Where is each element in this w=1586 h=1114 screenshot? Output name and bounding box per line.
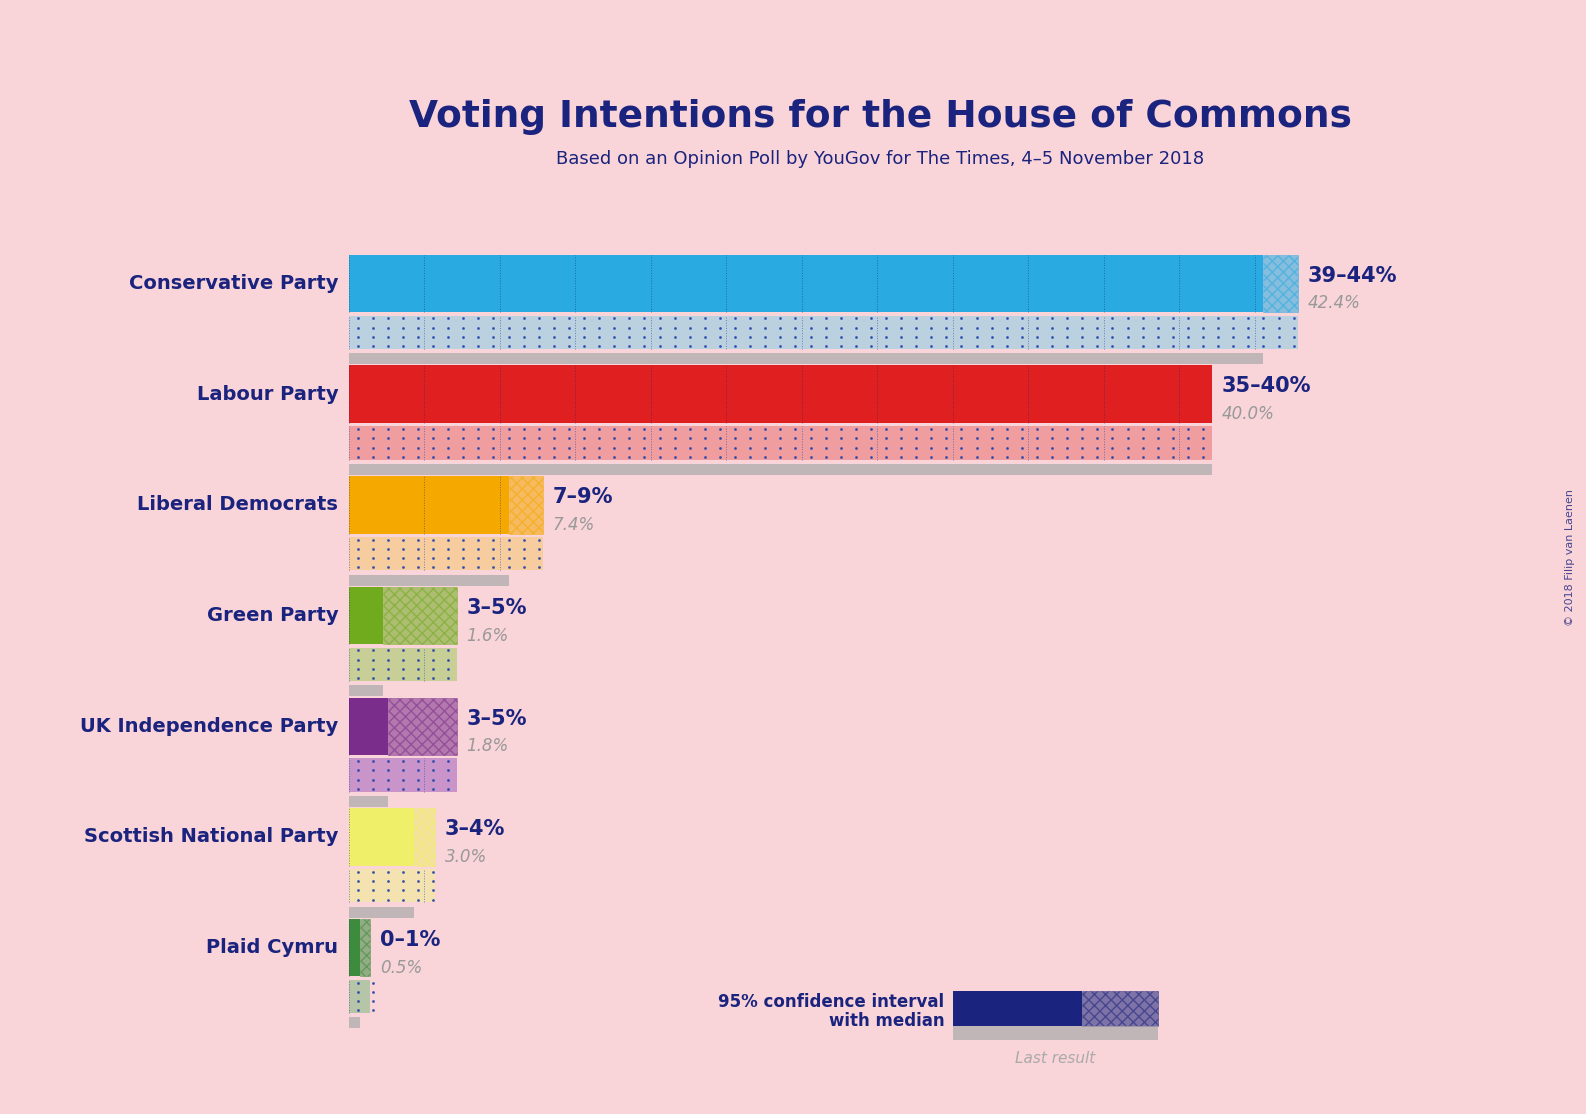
Text: 1.6%: 1.6% <box>466 626 509 645</box>
Text: 0.5%: 0.5% <box>381 959 422 977</box>
Text: 3–5%: 3–5% <box>466 709 527 729</box>
Bar <box>384 587 457 644</box>
Bar <box>349 697 387 755</box>
Bar <box>387 697 457 755</box>
Bar <box>349 1017 360 1028</box>
Bar <box>414 809 435 866</box>
Text: Green Party: Green Party <box>206 606 338 625</box>
Bar <box>349 587 384 644</box>
Text: 3.0%: 3.0% <box>446 848 487 866</box>
Bar <box>349 809 414 866</box>
Bar <box>349 869 435 902</box>
Text: 95% confidence interval: 95% confidence interval <box>718 993 944 1010</box>
Bar <box>349 647 457 681</box>
Bar <box>953 990 1082 1026</box>
Text: Last result: Last result <box>1015 1051 1096 1066</box>
Text: 40.0%: 40.0% <box>1221 405 1274 423</box>
Bar <box>509 476 542 534</box>
Text: Scottish National Party: Scottish National Party <box>84 828 338 847</box>
Bar <box>349 315 1297 349</box>
Text: 0–1%: 0–1% <box>381 930 441 950</box>
Bar <box>349 255 1264 312</box>
Bar <box>1082 990 1158 1026</box>
Bar <box>360 919 371 977</box>
Bar <box>349 365 1212 423</box>
Bar <box>349 980 371 1013</box>
Text: 3–5%: 3–5% <box>466 598 527 618</box>
Bar <box>1264 255 1297 312</box>
Bar <box>953 1026 1158 1039</box>
Bar <box>349 427 1212 460</box>
Bar <box>349 759 457 792</box>
Bar <box>349 797 387 808</box>
Text: Labour Party: Labour Party <box>197 384 338 403</box>
Text: UK Independence Party: UK Independence Party <box>79 716 338 736</box>
Text: 42.4%: 42.4% <box>1308 294 1361 312</box>
Text: 7.4%: 7.4% <box>554 516 595 534</box>
Text: 3–4%: 3–4% <box>446 819 506 839</box>
Text: Liberal Democrats: Liberal Democrats <box>138 496 338 515</box>
Text: 39–44%: 39–44% <box>1308 266 1397 286</box>
Text: Based on an Opinion Poll by YouGov for The Times, 4–5 November 2018: Based on an Opinion Poll by YouGov for T… <box>557 150 1204 168</box>
Text: © 2018 Filip van Laenen: © 2018 Filip van Laenen <box>1565 489 1575 625</box>
Text: Voting Intentions for the House of Commons: Voting Intentions for the House of Commo… <box>409 99 1351 135</box>
Bar <box>349 463 1212 475</box>
Text: 35–40%: 35–40% <box>1221 377 1312 397</box>
Bar <box>349 476 509 534</box>
Bar <box>349 537 542 570</box>
Bar <box>349 907 414 918</box>
Text: with median: with median <box>828 1012 944 1029</box>
Bar <box>349 353 1264 364</box>
Text: 7–9%: 7–9% <box>554 487 614 507</box>
Text: Conservative Party: Conservative Party <box>128 274 338 293</box>
Bar <box>349 685 384 696</box>
Bar <box>349 575 509 586</box>
Bar <box>349 919 360 977</box>
Text: Plaid Cymru: Plaid Cymru <box>206 938 338 957</box>
Text: 1.8%: 1.8% <box>466 737 509 755</box>
